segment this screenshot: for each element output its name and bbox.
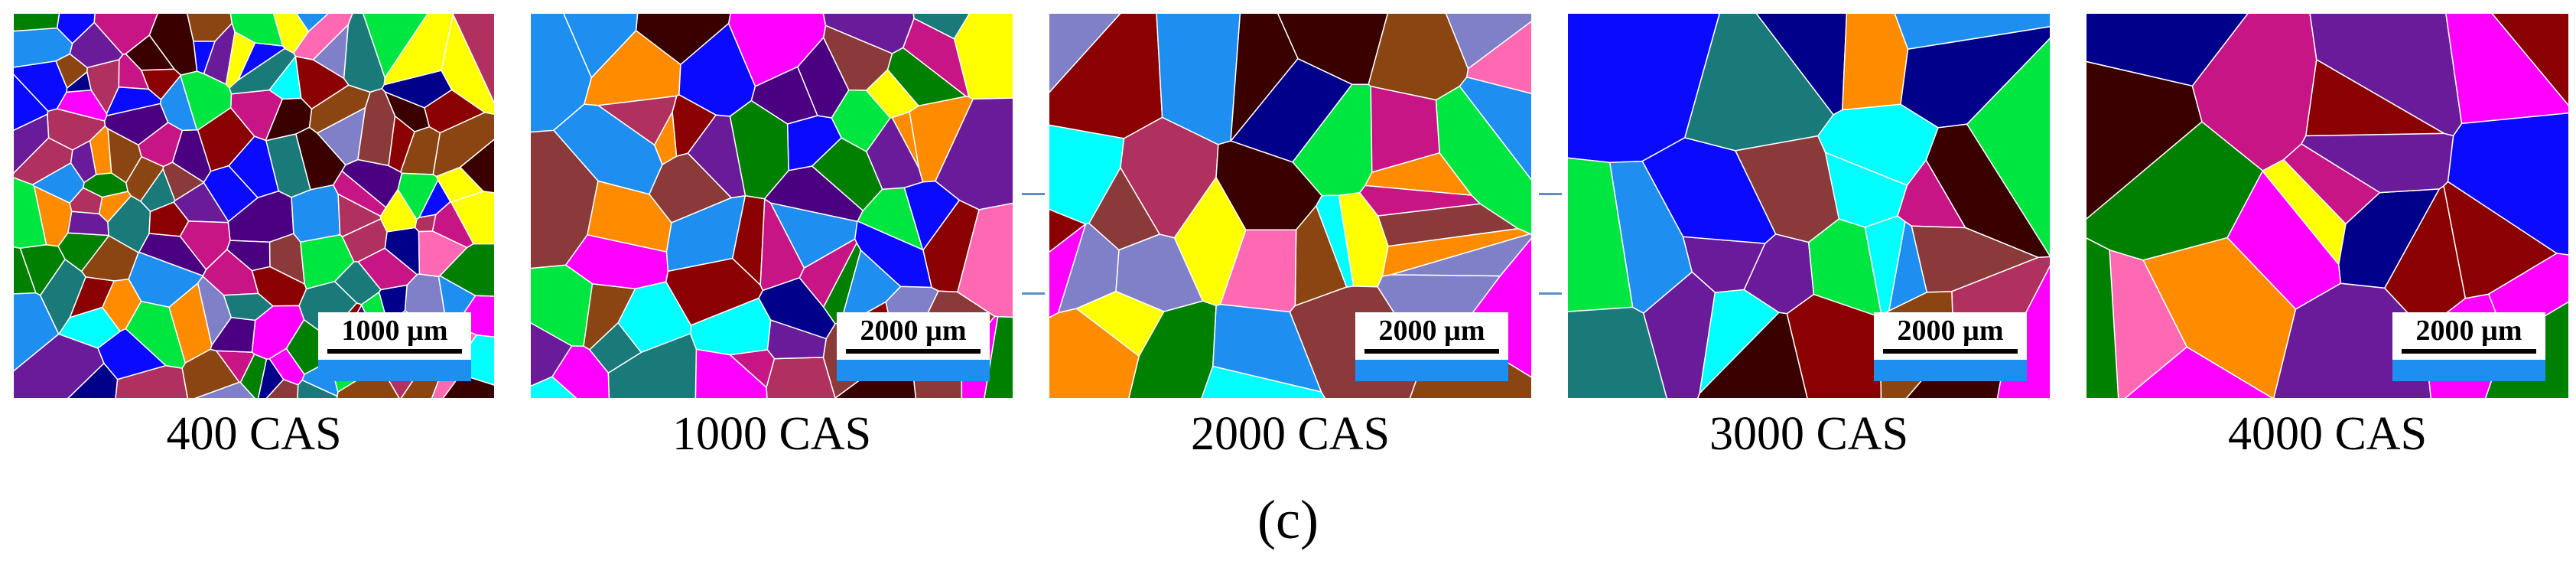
grain	[531, 129, 599, 269]
grain	[2304, 58, 2447, 137]
grain-map-400	[14, 14, 494, 398]
connector-line	[1539, 193, 1562, 195]
panel-caption: 3000 CAS	[1709, 408, 1909, 460]
grain	[563, 14, 639, 79]
grain	[2086, 237, 2119, 398]
grain-map-1000	[531, 14, 1013, 398]
grain	[2273, 282, 2431, 398]
grain	[798, 238, 857, 308]
grain	[1088, 166, 1161, 251]
scale-bar: 1000 µm	[318, 312, 471, 381]
scale-bar: 2000 µm	[1355, 312, 1508, 381]
grain	[228, 47, 297, 95]
grain	[388, 115, 415, 173]
grain	[229, 14, 284, 47]
grain	[227, 135, 280, 199]
scale-bar: 2000 µm	[2392, 312, 2545, 381]
grain	[1842, 14, 1909, 111]
grain	[187, 14, 233, 42]
grain	[223, 292, 274, 321]
grain	[811, 137, 883, 212]
grain	[70, 139, 97, 184]
grain	[14, 113, 50, 175]
scale-bar-label: 2000 µm	[860, 315, 967, 347]
microstructure-panel-400: 1000 µm	[14, 14, 494, 398]
grain	[14, 27, 73, 68]
grain	[984, 316, 1013, 398]
scale-bar-label: 2000 µm	[2415, 315, 2522, 347]
grain	[424, 89, 486, 134]
microstructure-panel-1000: 2000 µm	[531, 14, 1013, 398]
grain	[597, 95, 678, 146]
microstructure-panel-4000: 2000 µm	[2086, 14, 2568, 398]
grain	[180, 70, 233, 131]
grain	[687, 114, 746, 199]
panel-caption: 4000 CAS	[2227, 408, 2428, 460]
grain	[865, 69, 920, 119]
scale-bar-label: 2000 µm	[1378, 315, 1485, 347]
microstructure-panel-3000: 2000 µm	[1568, 14, 2050, 398]
grain	[822, 14, 915, 54]
grain	[694, 348, 768, 398]
grain	[1230, 14, 1299, 142]
scale-bar-label: 2000 µm	[1897, 315, 2004, 347]
grain	[452, 14, 494, 104]
grain	[179, 220, 231, 271]
grain	[1734, 135, 1840, 243]
grain	[2086, 60, 2203, 220]
grain	[1911, 225, 2040, 293]
grain	[551, 345, 610, 398]
scale-bar: 2000 µm	[837, 312, 990, 381]
grain	[1215, 140, 1323, 231]
grain	[1370, 85, 1440, 173]
grain	[1445, 14, 1531, 70]
grain	[2226, 170, 2341, 310]
grain	[115, 364, 188, 398]
grain	[1697, 312, 1808, 398]
microstructure-panel-2000: 2000 µm	[1049, 14, 1531, 398]
panel-caption: 1000 CAS	[672, 408, 872, 460]
grain	[1608, 160, 1693, 315]
scale-bar-label: 1000 µm	[341, 315, 448, 347]
grain	[442, 374, 494, 398]
grain	[162, 162, 205, 202]
panel-caption: 400 CAS	[166, 408, 342, 460]
connector-line	[1022, 292, 1045, 295]
grain	[337, 193, 382, 238]
grain	[14, 14, 60, 32]
grain	[1049, 14, 1121, 93]
scale-bar: 2000 µm	[1874, 312, 2027, 381]
grain	[125, 34, 176, 71]
grain	[265, 378, 299, 398]
grain-map-4000	[2086, 14, 2568, 398]
grain	[1049, 308, 1140, 398]
grain	[728, 349, 776, 389]
grain	[1212, 303, 1322, 393]
figure-label: (c)	[1257, 489, 1319, 550]
grain	[357, 87, 396, 167]
grain	[1390, 233, 1531, 277]
grain	[125, 155, 164, 202]
grain	[1966, 38, 2050, 257]
grain	[1315, 194, 1355, 288]
grain	[2491, 14, 2568, 106]
grain	[854, 220, 932, 289]
grain	[531, 322, 573, 387]
grain	[14, 333, 105, 398]
connector-line	[1022, 193, 1045, 195]
grain	[357, 247, 418, 291]
grain	[766, 357, 836, 398]
panel-caption: 2000 CAS	[1190, 408, 1390, 460]
connector-line	[1539, 292, 1562, 295]
grain	[210, 317, 256, 353]
grain	[14, 246, 37, 295]
grain	[66, 70, 93, 93]
